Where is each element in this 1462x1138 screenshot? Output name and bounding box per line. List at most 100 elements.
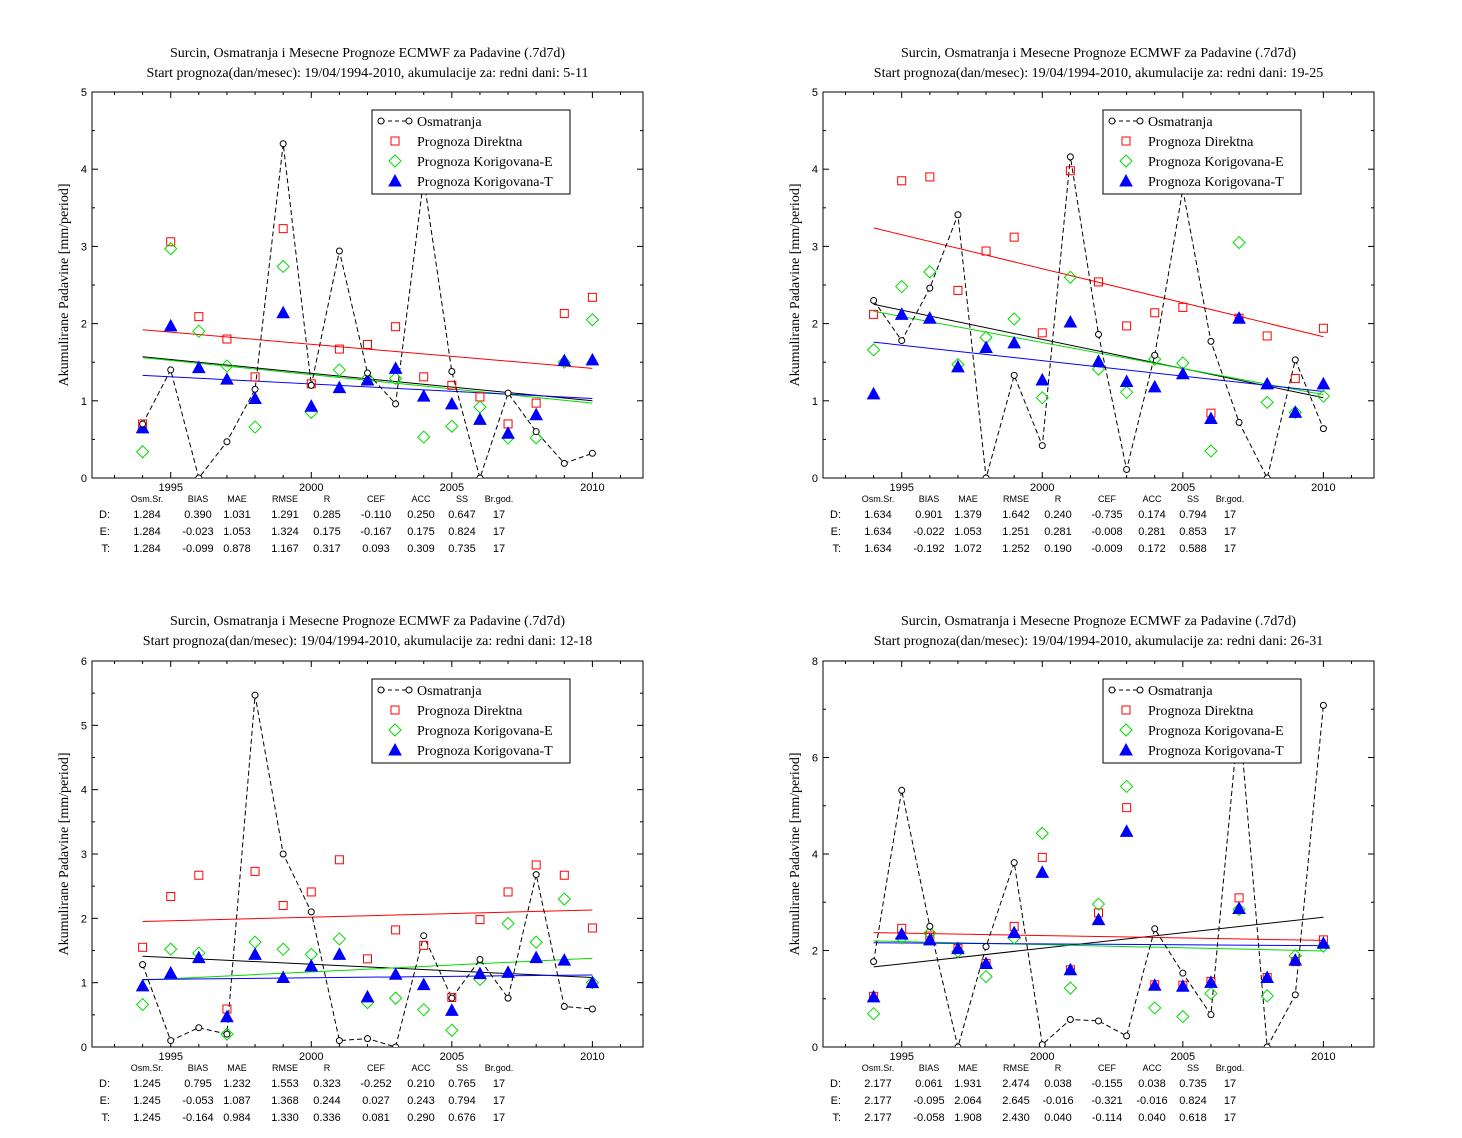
stats-cell: 0.281 [1044,526,1072,538]
stats-cell: -0.167 [360,526,391,538]
stats-cell: 0.027 [362,1095,390,1107]
y-tick-label: 0 [812,473,818,485]
point-direktna [869,309,879,319]
stats-header: MAE [958,494,978,504]
legend-marker-direktna [390,705,400,715]
point-korigovana-t [979,956,993,970]
point-korigovana-e [895,279,909,294]
point-direktna [306,887,316,897]
point-korigovana-e [304,947,318,962]
legend-marker-osmatranja [1108,686,1116,694]
point-osmatranja [1263,1043,1271,1047]
point-direktna [419,940,429,950]
point-korigovana-e [1091,362,1106,376]
stats-cell: 17 [493,509,505,521]
stats-cell: 0.765 [448,1078,476,1090]
point-korigovana-e [1316,389,1331,403]
stats-cell: 0.175 [407,526,435,538]
point-osmatranja [982,943,990,951]
point-osmatranja [532,871,540,879]
point-korigovana-t [191,950,206,964]
point-korigovana-e [417,430,431,444]
stats-cell: 2.177 [864,1078,892,1090]
stats-cell: 17 [1224,509,1236,521]
legend-label: Prognoza Korigovana-E [417,724,553,739]
trend-line-corr-e [142,957,593,981]
point-korigovana-t [304,958,319,972]
point-korigovana-t [444,396,459,410]
stats-cell: 1.634 [864,526,892,538]
trend-line-direct [873,227,1324,338]
point-korigovana-e [164,942,178,956]
point-korigovana-t [1091,912,1106,926]
point-direktna [363,339,372,349]
stats-cell: -0.110 [361,509,391,521]
point-direktna [447,380,457,390]
stats-cell: 0.190 [1044,543,1072,555]
point-direktna [1009,232,1019,242]
point-korigovana-t [1288,953,1303,966]
stats-header: Br.god. [1216,1063,1245,1073]
stats-cell: 0.676 [448,1112,476,1124]
legend-label: Prognoza Korigovana-T [417,744,553,759]
legend-marker-osmatranja [377,686,385,694]
x-tick-label: 2005 [1171,1051,1195,1063]
stats-cell: -0.053 [182,1095,213,1107]
point-direktna [334,855,344,865]
point-osmatranja [1291,356,1299,364]
point-osmatranja [1038,1041,1046,1047]
stats-cell: 2.645 [1002,1095,1030,1107]
point-korigovana-t [444,1003,459,1016]
stats-header: Osm.Sr. [131,1063,164,1073]
chart-title: Surcin, Osmatranja i Mesecne Prognoze EC… [901,614,1296,629]
stats-header: ACC [411,494,431,504]
point-direktna [250,866,260,876]
stats-cell: 0.040 [1044,1112,1072,1124]
point-osmatranja [392,1043,400,1047]
stats-cell: -0.164 [182,1112,213,1124]
point-osmatranja [223,438,231,446]
trend-line-corr-t [873,942,1324,947]
point-korigovana-e [135,997,150,1012]
stats-table: Osm.Sr. BIAS MAE RMSE R CEF ACC SS Br.god. D: 1.63… [830,494,1244,555]
point-korigovana-t [1063,315,1078,328]
point-korigovana-e [192,324,206,339]
point-korigovana-e [1232,902,1246,917]
point-direktna [953,285,963,295]
point-direktna [475,915,485,925]
point-osmatranja [392,400,400,408]
stats-cell: 0.878 [223,543,251,555]
legend-label: Prognoza Korigovana-E [1148,724,1284,739]
stats-cell: 1.245 [133,1078,161,1090]
stats-cell: 0.040 [1138,1112,1166,1124]
stats-cell: 0.794 [448,1095,476,1107]
stats-cell: 0.244 [313,1095,341,1107]
point-osmatranja [307,381,315,389]
stats-cell: 17 [493,1078,505,1090]
stats-cell: 0.323 [313,1078,341,1090]
stats-cell: 0.240 [1044,509,1072,521]
point-korigovana-e [585,975,600,990]
plot-area [866,153,1331,478]
point-osmatranja [560,1002,568,1010]
x-tick-label: 1995 [158,1051,182,1063]
chart-panel-2: Surcin, Osmatranja i Mesecne Prognoze EC… [788,46,1375,555]
point-korigovana-t [557,353,572,367]
point-korigovana-e [248,420,262,434]
stats-cell: 1.167 [271,543,299,555]
point-korigovana-t [1147,379,1162,393]
stats-cell: 0.210 [407,1078,435,1090]
point-osmatranja [1010,371,1018,379]
trend-line-obs [142,955,593,979]
stats-cell: -0.252 [360,1078,391,1090]
stats-cell: 17 [1224,1095,1236,1107]
point-osmatranja [898,337,906,345]
point-korigovana-t [951,941,965,955]
chart-subtitle: Start prognoza(dan/mesec): 19/04/1994-20… [874,66,1323,81]
point-osmatranja [448,994,456,1002]
stats-cell: 0.061 [915,1078,943,1090]
y-tick-label: 2 [81,913,87,925]
point-osmatranja [1291,991,1299,999]
y-tick-label: 0 [81,1042,87,1054]
stats-row-label: D: [830,509,841,521]
